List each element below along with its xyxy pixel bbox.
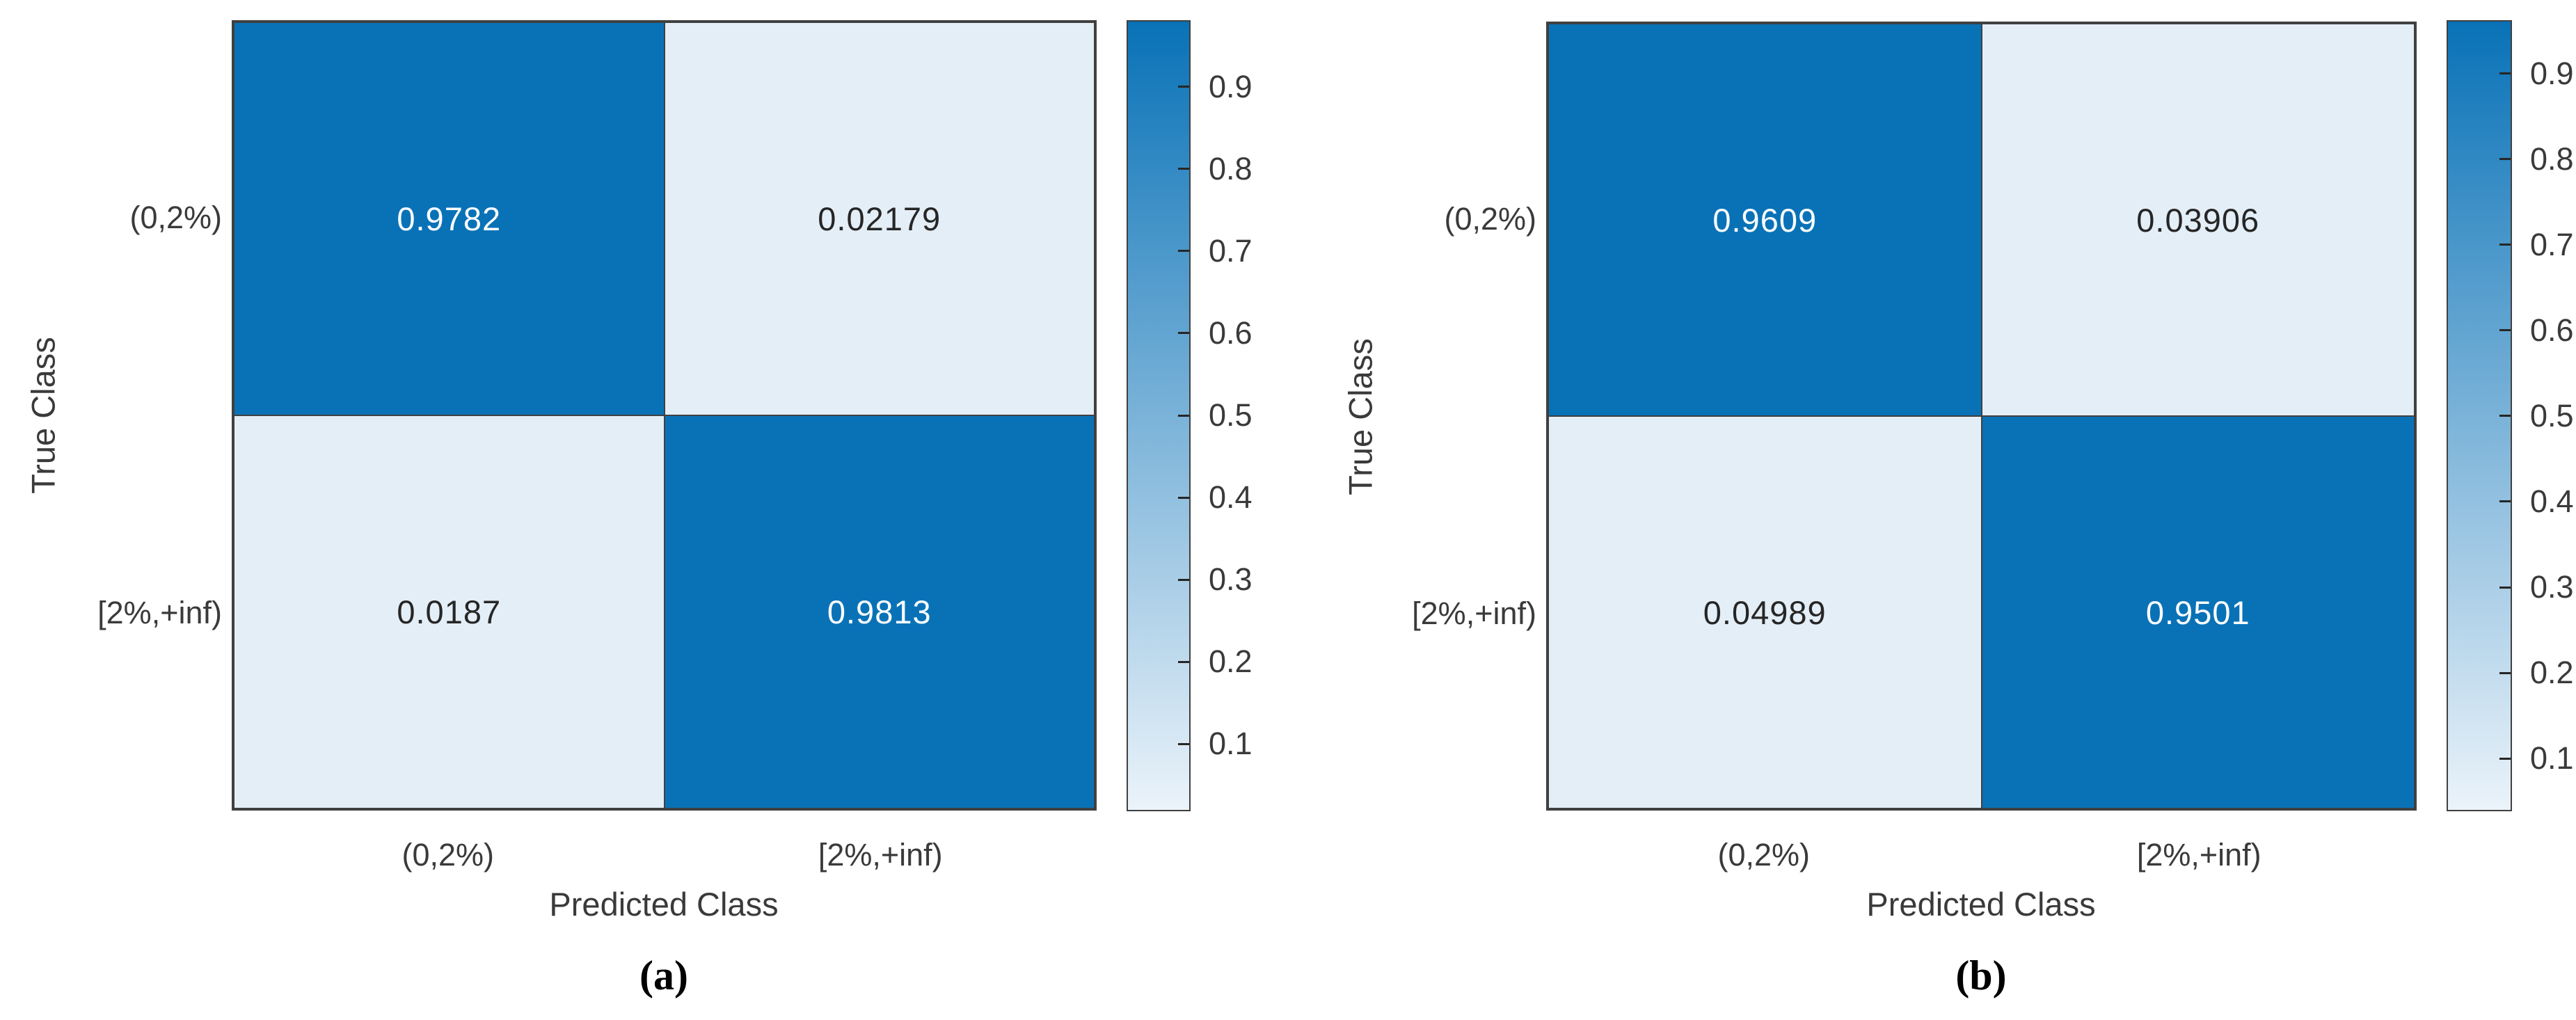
- colorbar-tick-mark: [2499, 586, 2511, 589]
- heatmap-cell-b-r0c0: 0.9609: [1548, 24, 1982, 416]
- y-tick-label: (0,2%): [129, 200, 222, 235]
- colorbar-tick-label: 0.2: [2530, 655, 2574, 691]
- heatmap-cell-b-r1c1: 0.9501: [1981, 416, 2415, 808]
- heatmap-b: 0.9609 0.03906 0.04989 0.9501: [1546, 22, 2417, 811]
- colorbar-tick-mark: [2499, 158, 2511, 161]
- colorbar-tick-mark: [2499, 72, 2511, 75]
- colorbar-tick-mark: [1178, 660, 1189, 663]
- x-tick-label: [2%,+inf): [818, 837, 943, 872]
- x-tick-label: (0,2%): [1717, 837, 1811, 872]
- colorbar-tick-mark: [1178, 742, 1189, 745]
- colorbar-tick-mark: [1178, 332, 1189, 335]
- panel-caption-a: (a): [639, 953, 688, 998]
- colorbar-tick-label: 0.1: [2530, 740, 2574, 776]
- heatmap-cell-a-r0c0: 0.9782: [234, 22, 665, 415]
- colorbar-tick-mark: [1178, 86, 1189, 88]
- colorbar-tick-label: 0.8: [2530, 141, 2574, 177]
- y-tick-label: [2%,+inf): [1412, 595, 1536, 631]
- colorbar-tick-label: 0.3: [2530, 569, 2574, 605]
- heatmap-cell-a-r0c1: 0.02179: [664, 22, 1095, 415]
- colorbar-tick-mark: [2499, 415, 2511, 417]
- heatmap-cell-a-r1c0: 0.0187: [234, 415, 665, 808]
- y-axis-title-b: True Class: [1342, 338, 1379, 495]
- colorbar-tick-label: 0.7: [2530, 226, 2574, 262]
- colorbar-tick-mark: [2499, 500, 2511, 503]
- colorbar-tick-label: 0.2: [1209, 644, 1253, 680]
- y-tick-label: (0,2%): [1444, 200, 1536, 237]
- heatmap-cell-b-r0c1: 0.03906: [1981, 24, 2415, 416]
- x-axis-title-a: Predicted Class: [549, 886, 779, 923]
- colorbar-tick-mark: [1178, 250, 1189, 253]
- y-axis-title-a: True Class: [24, 337, 62, 494]
- colorbar-tick-mark: [1178, 578, 1189, 581]
- colorbar-tick-mark: [2499, 757, 2511, 760]
- colorbar-tick-label: 0.3: [1209, 561, 1253, 598]
- colorbar-tick-label: 0.9: [1209, 68, 1253, 104]
- colorbar-tick-mark: [2499, 671, 2511, 674]
- colorbar-tick-label: 0.1: [1209, 726, 1253, 762]
- heatmap-cell-b-r1c0: 0.04989: [1548, 416, 1982, 808]
- heatmap-a: 0.9782 0.02179 0.0187 0.9813: [232, 20, 1097, 811]
- colorbar-tick-label: 0.8: [1209, 150, 1253, 186]
- colorbar-tick-label: 0.7: [1209, 232, 1253, 269]
- colorbar-tick-mark: [1178, 496, 1189, 499]
- x-tick-label: (0,2%): [401, 837, 495, 872]
- x-axis-title-b: Predicted Class: [1866, 886, 2096, 923]
- colorbar-tick-label: 0.6: [2530, 312, 2574, 348]
- colorbar-tick-mark: [2499, 329, 2511, 332]
- x-tick-label: [2%,+inf): [2136, 837, 2261, 872]
- heatmap-cell-a-r1c1: 0.9813: [664, 415, 1095, 808]
- colorbar-tick-label: 0.5: [1209, 397, 1253, 433]
- colorbar-tick-label: 0.6: [1209, 314, 1253, 351]
- colorbar-tick-label: 0.4: [1209, 479, 1253, 515]
- panel-caption-b: (b): [1955, 953, 2007, 998]
- y-tick-label: [2%,+inf): [97, 595, 222, 630]
- colorbar-tick-mark: [1178, 168, 1189, 170]
- colorbar-tick-mark: [2499, 244, 2511, 246]
- colorbar-tick-label: 0.9: [2530, 55, 2574, 91]
- colorbar-tick-label: 0.4: [2530, 483, 2574, 519]
- colorbar-tick-label: 0.5: [2530, 397, 2574, 433]
- colorbar-tick-mark: [1178, 414, 1189, 417]
